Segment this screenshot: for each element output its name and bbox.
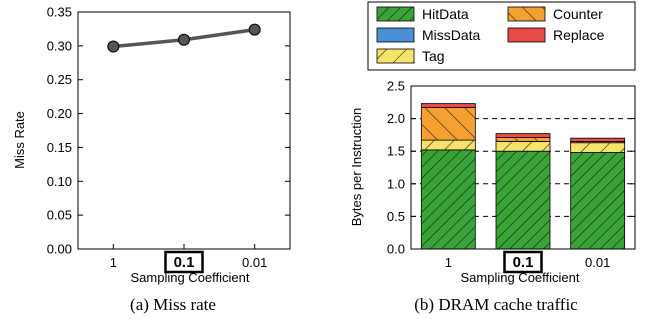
dram-traffic-ylabel: Bytes per Instruction [349,108,364,227]
x-tick-label-highlighted-text: 0.1 [513,254,534,271]
dram-traffic-caption: (b) DRAM cache traffic [414,295,578,314]
legend-swatch [507,27,546,43]
y-tick-label: 1.0 [387,176,405,191]
miss-rate-ylabel: Miss Rate [12,111,27,169]
legend: HitData Counter MissData Replace Tag [367,1,636,71]
bar-hatch [570,141,625,143]
x-tick-label-highlighted-text: 0.1 [174,254,195,271]
y-tick-label: 0.00 [47,242,72,257]
data-point [178,33,190,46]
miss-rate-xlabel: Sampling Coefficient [131,270,250,285]
bar-hatch [421,107,476,141]
legend-item-tag: Tag [376,48,445,64]
y-tick-label: 0.25 [47,72,72,87]
x-tick-label: 0.01 [242,255,267,270]
legend-swatch-hatch [377,49,414,63]
x-tick-label: 1 [445,255,452,270]
legend-label: HitData [422,6,469,22]
highlight-box [503,250,543,274]
y-tick-label: 1.5 [387,144,405,159]
data-point [107,40,120,53]
dram-traffic-xlabel: Sampling Coefficient [461,270,580,285]
x-tick-label-highlighted: 0.1 [503,250,543,274]
miss-rate-chart: 0.00 0.05 0.10 0.15 0.20 0.25 0.30 0.35 1 0.1 0.01… [12,5,291,314]
y-tick-label: 2.5 [387,79,405,94]
legend-swatch-hatch [508,7,545,21]
x-tick-label: 1 [110,255,117,270]
dram-traffic-plot-area: 0.0 0.5 1.0 1.5 2.0 2.5 1 0.1 0.01 [387,79,636,274]
x-tick-label: 0.01 [585,255,610,270]
y-tick-label: 0.10 [47,174,72,189]
legend-label: Tag [422,48,445,64]
legend-label: MissData [422,27,481,43]
data-point [248,23,261,36]
y-tick-label: 2.0 [387,111,405,126]
y-tick-label: 0.0 [387,242,405,257]
legend-item-counter: Counter [507,6,603,22]
y-tick-label: 0.15 [47,140,72,155]
bar-segment-replace [570,137,626,142]
y-tick-label: 0.35 [47,5,72,20]
bar-hatch [570,152,625,249]
x-tick-label-highlighted: 0.1 [164,250,204,274]
legend-label: Counter [553,6,603,22]
bar-hatch [570,142,625,153]
plot-frame [410,85,636,250]
miss-rate-caption: (a) Miss rate [130,295,216,314]
bar-segment-replace [495,133,551,138]
highlight-box [164,250,204,274]
y-tick-label: 0.20 [47,106,72,121]
dram-traffic-chart: 0.0 0.5 1.0 1.5 2.0 2.5 1 0.1 0.01 HitData Counte… [349,1,636,314]
bar-hatch [421,140,476,150]
legend-swatch-hatch [377,7,414,21]
bar-hatch [421,149,476,249]
legend-swatch [376,27,415,43]
legend-item-hitdata: HitData [376,6,469,22]
miss-rate-plot-area: 0.00 0.05 0.10 0.15 0.20 0.25 0.30 0.35 1 0.1 0.01 [47,5,291,274]
bar-segment-replace [420,103,476,108]
bar-hatch [496,151,550,249]
y-tick-label: 0.30 [47,38,72,53]
legend-item-replace: Replace [507,27,605,43]
y-tick-label: 0.5 [387,209,405,224]
legend-item-missdata: MissData [376,27,481,43]
bar-hatch [496,141,550,152]
bar-hatch [496,137,550,142]
legend-label: Replace [553,27,605,43]
y-tick-label: 0.05 [47,208,72,223]
